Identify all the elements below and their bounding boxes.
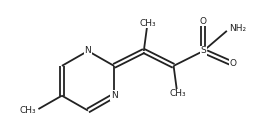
Text: CH₃: CH₃ [19,106,36,115]
Text: O: O [200,17,207,26]
Text: N: N [111,91,117,100]
Text: CH₃: CH₃ [169,89,186,98]
Text: CH₃: CH₃ [139,19,156,28]
Text: NH₂: NH₂ [229,24,247,33]
Text: O: O [230,60,237,68]
Text: S: S [200,46,206,55]
Text: N: N [84,46,91,55]
